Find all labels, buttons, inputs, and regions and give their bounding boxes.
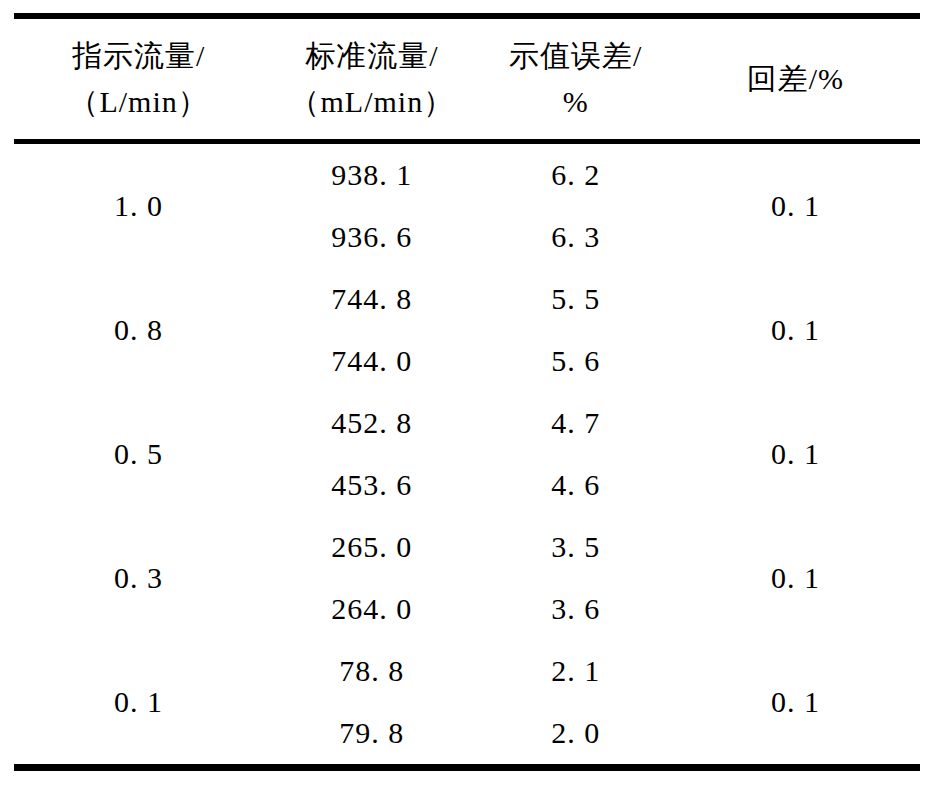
standard-flow-cell: 78. 8 [263, 640, 480, 702]
standard-flow-cell: 79. 8 [263, 702, 480, 768]
header-hysteresis-line1: 回差/% [671, 56, 920, 102]
hysteresis-cell: 0. 1 [671, 142, 920, 269]
table-body: 1. 0938. 16. 20. 1936. 66. 30. 8744. 85.… [14, 142, 920, 768]
table-header: 指示流量/ （L/min） 标准流量/ （mL/min） 示值误差/ % 回差/… [14, 16, 920, 142]
table-row: 1. 0938. 16. 20. 1 [14, 142, 920, 207]
header-row: 指示流量/ （L/min） 标准流量/ （mL/min） 示值误差/ % 回差/… [14, 16, 920, 142]
header-indication-error-line1: 示值误差/ [481, 33, 671, 79]
standard-flow-cell: 744. 8 [263, 268, 480, 330]
table-row: 0. 3265. 03. 50. 1 [14, 516, 920, 578]
error-cell: 5. 5 [481, 268, 671, 330]
hysteresis-cell: 0. 1 [671, 392, 920, 516]
error-cell: 6. 2 [481, 142, 671, 207]
indicated-flow-cell: 0. 3 [14, 516, 263, 640]
standard-flow-cell: 744. 0 [263, 330, 480, 392]
measurement-table: 指示流量/ （L/min） 标准流量/ （mL/min） 示值误差/ % 回差/… [14, 13, 920, 771]
header-standard-flow-line1: 标准流量/ [263, 33, 480, 79]
header-indicated-flow-line2: （L/min） [14, 79, 263, 125]
table-row: 0. 178. 82. 10. 1 [14, 640, 920, 702]
error-cell: 3. 5 [481, 516, 671, 578]
document-page: 指示流量/ （L/min） 标准流量/ （mL/min） 示值误差/ % 回差/… [0, 0, 934, 785]
error-cell: 5. 6 [481, 330, 671, 392]
header-indicated-flow: 指示流量/ （L/min） [14, 16, 263, 142]
hysteresis-cell: 0. 1 [671, 640, 920, 768]
header-indication-error-line2: % [481, 79, 671, 125]
standard-flow-cell: 936. 6 [263, 206, 480, 268]
error-cell: 4. 7 [481, 392, 671, 454]
standard-flow-cell: 264. 0 [263, 578, 480, 640]
table-row: 0. 5452. 84. 70. 1 [14, 392, 920, 454]
indicated-flow-cell: 1. 0 [14, 142, 263, 269]
header-standard-flow: 标准流量/ （mL/min） [263, 16, 480, 142]
error-cell: 6. 3 [481, 206, 671, 268]
error-cell: 2. 0 [481, 702, 671, 768]
indicated-flow-cell: 0. 1 [14, 640, 263, 768]
error-cell: 2. 1 [481, 640, 671, 702]
header-hysteresis: 回差/% [671, 16, 920, 142]
table-row: 0. 8744. 85. 50. 1 [14, 268, 920, 330]
hysteresis-cell: 0. 1 [671, 268, 920, 392]
indicated-flow-cell: 0. 8 [14, 268, 263, 392]
header-indication-error: 示值误差/ % [481, 16, 671, 142]
standard-flow-cell: 265. 0 [263, 516, 480, 578]
error-cell: 4. 6 [481, 454, 671, 516]
error-cell: 3. 6 [481, 578, 671, 640]
standard-flow-cell: 938. 1 [263, 142, 480, 207]
standard-flow-cell: 453. 6 [263, 454, 480, 516]
standard-flow-cell: 452. 8 [263, 392, 480, 454]
indicated-flow-cell: 0. 5 [14, 392, 263, 516]
header-indicated-flow-line1: 指示流量/ [14, 33, 263, 79]
hysteresis-cell: 0. 1 [671, 516, 920, 640]
header-standard-flow-line2: （mL/min） [263, 79, 480, 125]
